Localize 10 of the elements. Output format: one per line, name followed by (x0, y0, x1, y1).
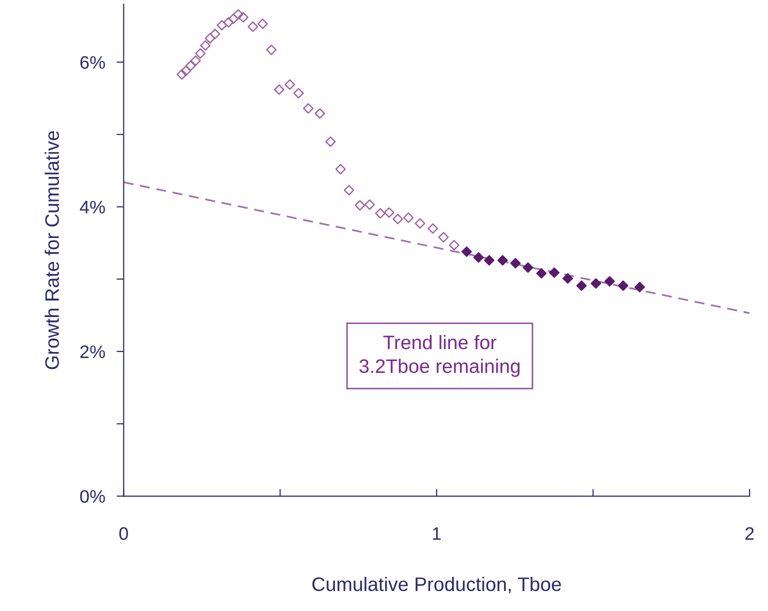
y-tick-label: 0% (80, 490, 105, 503)
y-tick-label: 4% (80, 200, 105, 214)
x-tick-label: 1 (432, 527, 441, 540)
annotation: Trend line for 3.2Tboe remaining (359, 335, 520, 377)
y-tick-label: 6% (80, 56, 105, 69)
y-axis-title: Growth Rate for Cumulative (44, 131, 59, 370)
x-axis-title: Cumulative Production, Tboe (312, 576, 561, 594)
x-tick-label: 2 (745, 527, 754, 540)
x-tick-label: 0 (119, 527, 128, 540)
y-tick-label: 2% (80, 345, 105, 358)
